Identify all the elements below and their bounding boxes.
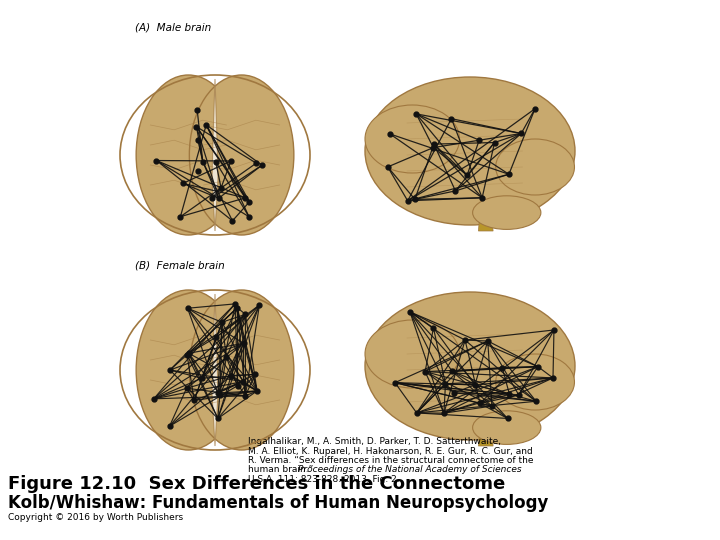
Text: Kolb/Whishaw: Fundamentals of Human Neuropsychology: Kolb/Whishaw: Fundamentals of Human Neur…: [8, 494, 549, 512]
Text: Figure 12.10  Sex Differences in the Connectome: Figure 12.10 Sex Differences in the Conn…: [8, 475, 505, 493]
Text: R. Verma. “Sex differences in the structural connectome of the: R. Verma. “Sex differences in the struct…: [248, 456, 534, 465]
Text: U.S.A. 111: 823-828. 2013, Fig. 2.: U.S.A. 111: 823-828. 2013, Fig. 2.: [248, 475, 400, 484]
Ellipse shape: [189, 75, 294, 235]
Polygon shape: [478, 207, 493, 231]
Ellipse shape: [136, 290, 240, 450]
Ellipse shape: [472, 196, 541, 229]
Polygon shape: [212, 294, 218, 446]
Ellipse shape: [365, 77, 575, 225]
Ellipse shape: [496, 354, 575, 410]
Ellipse shape: [472, 411, 541, 444]
Ellipse shape: [365, 320, 459, 388]
Polygon shape: [478, 422, 493, 446]
Polygon shape: [212, 79, 218, 231]
Ellipse shape: [365, 105, 459, 173]
Text: (A)  Male brain: (A) Male brain: [135, 22, 211, 32]
Text: human brain.”: human brain.”: [248, 465, 316, 475]
Ellipse shape: [496, 139, 575, 195]
Text: Ingalhalikar, M., A. Smith, D. Parker, T. D. Satterthwaite,: Ingalhalikar, M., A. Smith, D. Parker, T…: [248, 437, 501, 446]
Ellipse shape: [136, 75, 240, 235]
Text: Copyright © 2016 by Worth Publishers: Copyright © 2016 by Worth Publishers: [8, 513, 183, 522]
Ellipse shape: [365, 292, 575, 440]
Ellipse shape: [189, 290, 294, 450]
Text: Proceedings of the National Academy of Sciences: Proceedings of the National Academy of S…: [297, 465, 521, 475]
Text: M. A. Elliot, K. Ruparel, H. Hakonarson, R. E. Gur, R. C. Gur, and: M. A. Elliot, K. Ruparel, H. Hakonarson,…: [248, 447, 533, 456]
Text: (B)  Female brain: (B) Female brain: [135, 260, 225, 270]
